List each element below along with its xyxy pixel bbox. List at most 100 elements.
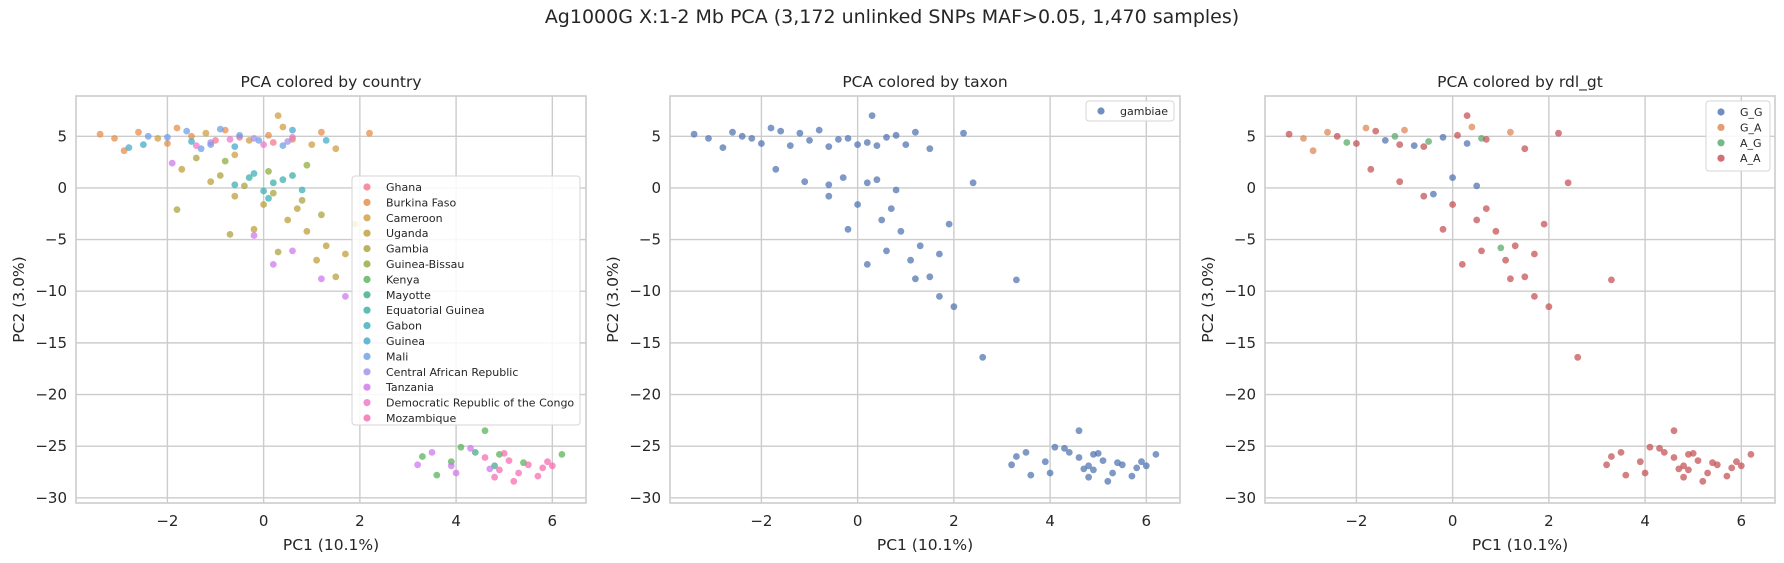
data-point [231, 151, 239, 159]
legend-label: A_G [1740, 137, 1762, 150]
series-a-a [1285, 112, 1755, 485]
data-point [1511, 242, 1519, 250]
data-point [544, 458, 551, 466]
data-point [366, 129, 373, 137]
data-point [231, 181, 239, 189]
data-point [1152, 451, 1160, 458]
data-point [284, 216, 292, 224]
legend-marker [363, 337, 371, 345]
data-point [1285, 130, 1293, 138]
legend-label: Mozambique [386, 412, 456, 425]
x-tick-label: −2 [156, 512, 178, 530]
legend-marker [363, 183, 371, 191]
data-point [1675, 465, 1683, 473]
axes-frame [669, 95, 1181, 504]
data-point [1463, 112, 1471, 119]
data-point [1410, 142, 1418, 150]
data-point [1473, 216, 1481, 224]
data-point [303, 161, 311, 169]
legend-marker [363, 260, 371, 268]
data-point [274, 248, 282, 256]
data-point [1138, 458, 1145, 466]
legend-box [1705, 100, 1771, 172]
data-point [144, 132, 152, 140]
x-tick-label: 2 [1544, 512, 1554, 530]
data-point [452, 469, 460, 477]
x-tick-label: 0 [259, 512, 269, 530]
y-tick-label: −30 [1224, 489, 1256, 507]
data-point [111, 135, 118, 142]
legend-marker [363, 414, 371, 422]
data-point [926, 273, 934, 281]
x-tick-label: 0 [853, 512, 863, 530]
series-tanzania [168, 159, 494, 477]
data-point [1636, 458, 1644, 466]
data-point [907, 256, 914, 264]
data-point [1449, 174, 1456, 182]
data-point [342, 250, 349, 258]
data-point [164, 133, 171, 141]
data-point [548, 462, 556, 470]
data-point [332, 145, 340, 153]
data-point [534, 472, 542, 480]
x-tick-label: 2 [949, 512, 959, 530]
data-point [1507, 128, 1514, 136]
data-point [216, 125, 224, 133]
data-point [1109, 469, 1116, 477]
data-point [1478, 247, 1485, 255]
data-point [342, 293, 349, 300]
legend-marker [363, 306, 371, 314]
legend-marker [363, 368, 371, 376]
series-a-g [1343, 132, 1505, 252]
legend-label: gambiae [1120, 105, 1168, 118]
data-point [1680, 462, 1687, 470]
data-point [1396, 178, 1404, 186]
data-point [719, 144, 727, 152]
y-tick-label: −20 [1224, 386, 1256, 404]
data-point [467, 444, 474, 452]
data-point [245, 174, 253, 182]
legend-label: Central African Republic [386, 366, 518, 379]
data-point [1027, 471, 1035, 479]
data-point [1680, 473, 1687, 481]
data-point [183, 127, 191, 135]
data-point [1367, 165, 1375, 173]
data-point [318, 128, 325, 136]
data-point [1142, 462, 1150, 470]
data-point [1723, 472, 1731, 480]
data-point [491, 462, 498, 470]
data-point [912, 128, 919, 136]
data-point [524, 461, 532, 469]
data-point [979, 353, 987, 361]
data-point [481, 427, 489, 435]
data-point [414, 461, 421, 469]
data-point [1099, 457, 1107, 464]
data-point [236, 131, 244, 139]
data-point [1353, 140, 1360, 147]
legend-label: Ghana [386, 181, 422, 194]
data-point [1458, 261, 1466, 268]
chart-title: PCA colored by taxon [842, 73, 1007, 91]
data-point [767, 124, 775, 132]
legend-marker [363, 245, 371, 253]
data-point [892, 186, 900, 194]
series-democratic-republic-of-the-congo [192, 133, 296, 150]
data-point [844, 225, 852, 233]
data-point [269, 261, 277, 268]
data-point [1075, 427, 1083, 435]
data-point [758, 140, 765, 147]
data-point [308, 141, 316, 149]
data-point [1555, 129, 1562, 137]
legend-marker [363, 214, 371, 222]
legend-label: Mayotte [386, 289, 431, 302]
data-point [269, 179, 277, 187]
x-tick-label: 4 [1045, 512, 1055, 530]
data-point [1670, 427, 1678, 435]
x-tick-label: 6 [1142, 512, 1152, 530]
series-guinea [125, 126, 330, 152]
legend-label: G_A [1740, 121, 1762, 134]
legend-marker [363, 399, 371, 407]
data-point [491, 473, 498, 481]
legend-marker [363, 352, 371, 360]
data-point [936, 250, 943, 258]
